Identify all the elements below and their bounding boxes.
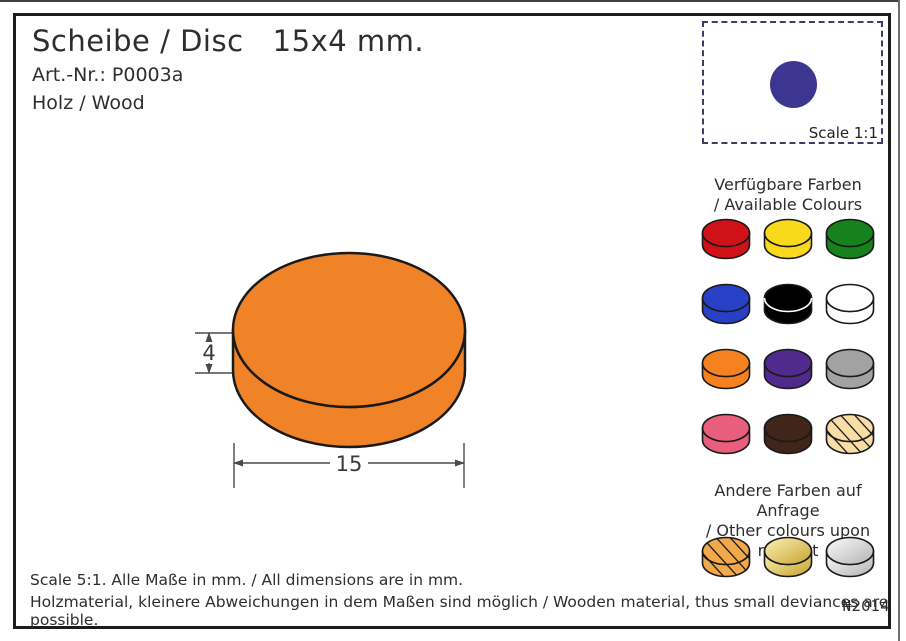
color-disc-pink — [700, 412, 752, 458]
other-colours-de: Andere Farben auf Anfrage — [714, 481, 862, 520]
scale-label: Scale 1:1 — [808, 124, 878, 142]
article-number: Art.-Nr.: P0003a — [32, 64, 184, 86]
disc-graphic — [231, 251, 467, 449]
color-disc-stained-wood — [700, 535, 752, 581]
arrow-up-icon — [205, 332, 213, 342]
scale-1-1-box: Scale 1:1 — [702, 21, 883, 144]
window-top-edge — [0, 0, 899, 2]
document-mark: ₦2014 — [842, 597, 890, 615]
color-disc-grey — [824, 347, 876, 393]
footer-scale-note: Scale 5:1. Alle Maße in mm. / All dimens… — [30, 571, 464, 589]
color-disc-yellow — [762, 217, 814, 263]
color-disc-blue — [700, 282, 752, 328]
window-right-edge — [898, 0, 900, 641]
available-colours-grid — [700, 217, 876, 458]
footer-material-note: Holzmaterial, kleinere Abweichungen in d… — [30, 593, 889, 629]
material-label: Holz / Wood — [32, 92, 145, 114]
request-colours-grid — [700, 535, 876, 581]
arrow-left-icon — [233, 459, 243, 467]
arrow-down-icon — [205, 364, 213, 374]
color-disc-natural-wood — [824, 412, 876, 458]
color-disc-purple — [762, 347, 814, 393]
width-dim-label: 15 — [336, 452, 363, 476]
color-disc-orange — [700, 347, 752, 393]
color-disc-red — [700, 217, 752, 263]
dim-label-bg — [200, 342, 218, 363]
arrow-right-icon — [455, 459, 465, 467]
color-disc-white — [824, 282, 876, 328]
available-colours-header: Verfügbare Farben / Available Colours — [690, 175, 886, 215]
page-title: Scheibe / Disc 15x4 mm. — [32, 24, 425, 58]
color-disc-gold — [762, 535, 814, 581]
disc-technical-drawing: 4 15 — [195, 251, 467, 488]
dim-label-bg — [330, 451, 368, 475]
available-colours-de: Verfügbare Farben — [714, 175, 862, 194]
height-dim-label: 4 — [202, 341, 215, 365]
color-disc-green — [824, 217, 876, 263]
disc-top-face — [231, 251, 467, 409]
color-disc-silver — [824, 535, 876, 581]
color-disc-black — [762, 282, 814, 328]
scale-disc — [770, 61, 817, 108]
color-disc-dark-brown — [762, 412, 814, 458]
available-colours-en: / Available Colours — [713, 195, 863, 214]
